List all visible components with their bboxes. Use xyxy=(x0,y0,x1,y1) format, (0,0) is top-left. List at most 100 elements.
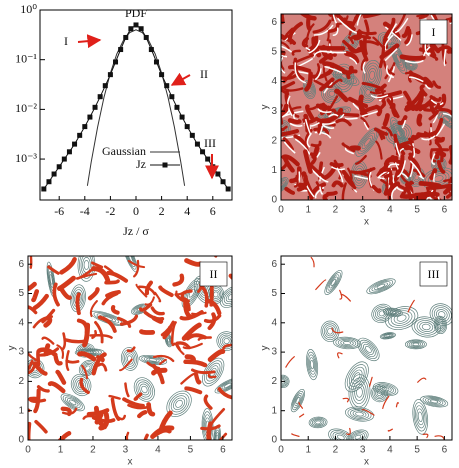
y-axis-label: y xyxy=(260,346,271,351)
contour xyxy=(62,394,83,410)
chart-title: PDF xyxy=(125,6,147,20)
white-streak xyxy=(378,95,404,101)
current-sheet xyxy=(422,433,429,439)
contour xyxy=(373,305,391,322)
contour xyxy=(203,360,223,384)
current-sheet xyxy=(423,196,428,200)
plot-frame xyxy=(27,255,233,441)
current-sheet xyxy=(397,115,408,126)
current-sheet xyxy=(214,256,218,258)
contour xyxy=(372,385,387,401)
contour xyxy=(404,339,427,350)
contour xyxy=(355,411,364,417)
contour xyxy=(332,431,350,440)
current-sheet xyxy=(395,401,400,408)
current-sheet xyxy=(79,377,90,395)
contour xyxy=(335,337,359,349)
white-streak xyxy=(281,134,301,139)
current-sheet xyxy=(374,104,383,117)
current-sheet xyxy=(343,174,357,190)
data-point xyxy=(51,171,57,177)
current-sheet xyxy=(326,190,338,196)
contour xyxy=(340,339,354,347)
contour xyxy=(315,420,321,425)
current-sheet xyxy=(150,306,165,316)
x-tick-label: 0 xyxy=(278,445,284,456)
current-sheet xyxy=(137,410,148,419)
data-point xyxy=(200,149,206,155)
contour xyxy=(311,418,325,427)
current-sheet xyxy=(185,333,207,341)
contour xyxy=(141,385,148,394)
current-sheet xyxy=(158,285,174,298)
x-tick-label: 3 xyxy=(123,445,129,456)
contour xyxy=(28,358,45,379)
white-streak xyxy=(317,108,332,114)
y-tick-label: 1 xyxy=(18,405,24,416)
current-sheet xyxy=(381,126,393,137)
current-sheet xyxy=(81,364,89,380)
contour xyxy=(67,398,79,407)
white-streak xyxy=(284,32,296,42)
current-sheet xyxy=(59,257,77,275)
current-sheet xyxy=(305,23,315,45)
x-tick-label: 1 xyxy=(58,445,64,456)
data-point xyxy=(164,83,170,89)
annotation-arrow xyxy=(170,72,191,86)
current-sheet xyxy=(358,94,369,118)
current-sheet xyxy=(361,40,380,46)
contour xyxy=(337,338,357,348)
data-point xyxy=(61,156,67,162)
contour xyxy=(412,342,420,346)
contour xyxy=(329,276,338,289)
current-sheet xyxy=(34,419,48,434)
white-streak xyxy=(384,34,394,51)
contour xyxy=(438,311,446,318)
contour xyxy=(324,269,343,295)
current-sheet xyxy=(387,428,393,432)
contour xyxy=(344,406,375,422)
contour xyxy=(310,359,315,370)
x-axis-label: x xyxy=(128,457,133,468)
legend-label: Gaussian xyxy=(102,144,146,158)
contour xyxy=(375,307,389,320)
current-sheet xyxy=(315,279,327,291)
current-sheet xyxy=(428,183,452,190)
contour xyxy=(369,70,376,80)
data-point xyxy=(123,34,129,40)
white-streak xyxy=(423,46,431,57)
current-sheet xyxy=(350,34,371,40)
data-point xyxy=(87,114,93,120)
data-point xyxy=(107,72,113,78)
y-tick-label: 3 xyxy=(271,347,277,358)
current-sheet xyxy=(57,431,72,440)
contour xyxy=(367,68,377,83)
current-sheet xyxy=(379,167,392,174)
current-sheet xyxy=(405,186,413,200)
current-sheet xyxy=(31,289,40,303)
current-sheet xyxy=(308,162,327,180)
x-tick-label: 4 xyxy=(184,204,190,218)
contour xyxy=(310,417,326,428)
current-sheet xyxy=(341,182,347,200)
contour xyxy=(175,399,183,408)
current-sheet xyxy=(372,36,384,49)
current-sheet xyxy=(303,149,313,174)
current-sheet xyxy=(133,392,143,401)
current-sheet xyxy=(328,22,340,33)
white-streak xyxy=(281,56,286,74)
current-sheet xyxy=(359,40,369,62)
current-sheet xyxy=(313,127,330,136)
current-sheet xyxy=(322,61,346,73)
current-sheet xyxy=(144,280,154,296)
x-tick-label: 4 xyxy=(387,445,393,456)
contour xyxy=(417,411,423,423)
current-sheet xyxy=(139,329,156,335)
current-sheet xyxy=(193,372,202,385)
current-sheet xyxy=(380,178,389,187)
current-sheet xyxy=(207,348,226,362)
current-sheet xyxy=(344,50,360,64)
current-sheet xyxy=(55,369,67,385)
contour xyxy=(352,410,367,418)
current-sheet xyxy=(75,268,94,280)
